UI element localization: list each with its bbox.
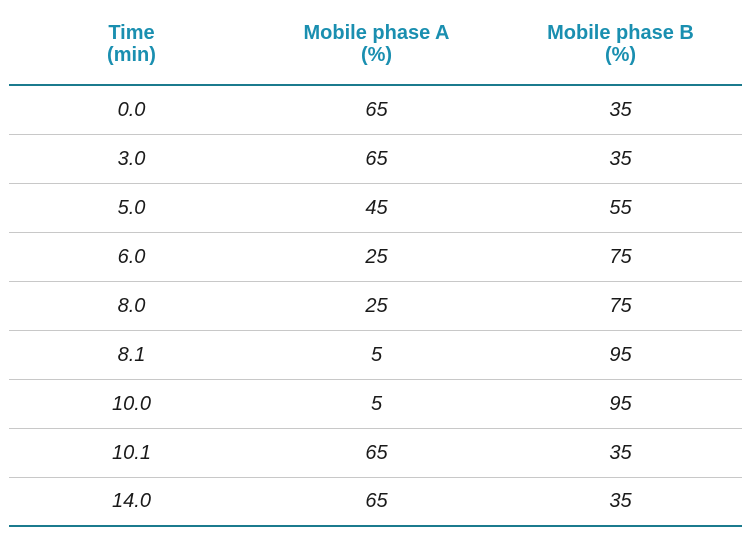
header-time: Time (min) xyxy=(107,22,156,66)
table-row: 10.0 5 95 xyxy=(9,380,742,429)
cell-time: 5.0 xyxy=(117,196,146,219)
cell-phase-a: 5 xyxy=(370,343,383,366)
cell-phase-a: 65 xyxy=(365,147,388,170)
cell-phase-b: 95 xyxy=(609,343,632,366)
cell-phase-a: 45 xyxy=(365,196,388,219)
gradient-table: Time (min) Mobile phase A (%) Mobile pha… xyxy=(9,0,742,527)
cell-phase-a: 65 xyxy=(365,441,388,464)
table-body: 0.0 65 35 3.0 65 35 5.0 45 55 6.0 25 75 … xyxy=(9,86,742,527)
cell-time: 3.0 xyxy=(117,147,146,170)
table-header: Time (min) Mobile phase A (%) Mobile pha… xyxy=(9,0,742,86)
cell-time: 14.0 xyxy=(112,490,151,512)
cell-time: 10.0 xyxy=(112,392,151,415)
cell-time: 8.0 xyxy=(117,294,146,317)
cell-phase-b: 95 xyxy=(609,392,632,415)
cell-phase-a: 5 xyxy=(370,392,383,415)
cell-phase-b: 35 xyxy=(609,98,632,121)
table-row: 5.0 45 55 xyxy=(9,184,742,233)
cell-phase-a: 65 xyxy=(365,490,388,512)
table-row: 8.1 5 95 xyxy=(9,331,742,380)
header-mobile-phase-a: Mobile phase A (%) xyxy=(303,22,450,66)
cell-time: 6.0 xyxy=(117,245,146,268)
cell-phase-a: 25 xyxy=(365,294,388,317)
header-mobile-phase-b: Mobile phase B (%) xyxy=(547,22,694,66)
table-row: 3.0 65 35 xyxy=(9,135,742,184)
cell-phase-b: 75 xyxy=(609,294,632,317)
cell-phase-a: 25 xyxy=(365,245,388,268)
cell-time: 0.0 xyxy=(117,98,146,121)
table-row: 14.0 65 35 xyxy=(9,478,742,527)
cell-phase-b: 35 xyxy=(609,147,632,170)
cell-phase-b: 35 xyxy=(609,490,632,512)
cell-phase-a: 65 xyxy=(365,98,388,121)
table-row: 6.0 25 75 xyxy=(9,233,742,282)
cell-time: 8.1 xyxy=(117,343,146,366)
cell-time: 10.1 xyxy=(112,441,151,464)
cell-phase-b: 75 xyxy=(609,245,632,268)
table-row: 8.0 25 75 xyxy=(9,282,742,331)
cell-phase-b: 35 xyxy=(609,441,632,464)
table-row: 0.0 65 35 xyxy=(9,86,742,135)
cell-phase-b: 55 xyxy=(609,196,632,219)
table-row: 10.1 65 35 xyxy=(9,429,742,478)
